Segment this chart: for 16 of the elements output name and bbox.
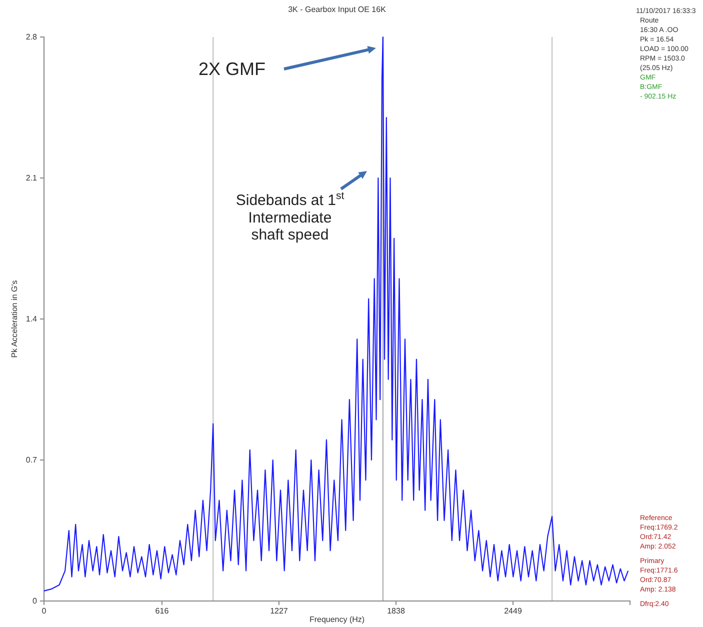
x-axis-title: Frequency (Hz) (309, 615, 365, 624)
y-tick-label: 0 (32, 596, 38, 606)
y-tick-label: 2.8 (26, 32, 38, 42)
chart-title: 3K - Gearbox Input OE 16K (288, 5, 387, 14)
x-tick-label: 0 (42, 606, 47, 616)
y-axis-title: Pk Acceleration in G's (10, 280, 19, 358)
x-tick-label: 1838 (387, 606, 406, 616)
y-tick-label: 2.1 (26, 174, 38, 183)
x-tick-label: 2449 (504, 606, 522, 616)
annotation: 2X GMF (198, 59, 266, 79)
x-tick-label: 1227 (270, 606, 288, 616)
line-series (43, 36, 629, 592)
y-tick-label: 0.7 (26, 456, 38, 465)
x-tick-label: 616 (155, 606, 170, 616)
annotation: Sidebands at 1$^{st}$ Intermediate shaft speed (236, 190, 344, 244)
y-tick-label: 1.4 (26, 314, 38, 324)
